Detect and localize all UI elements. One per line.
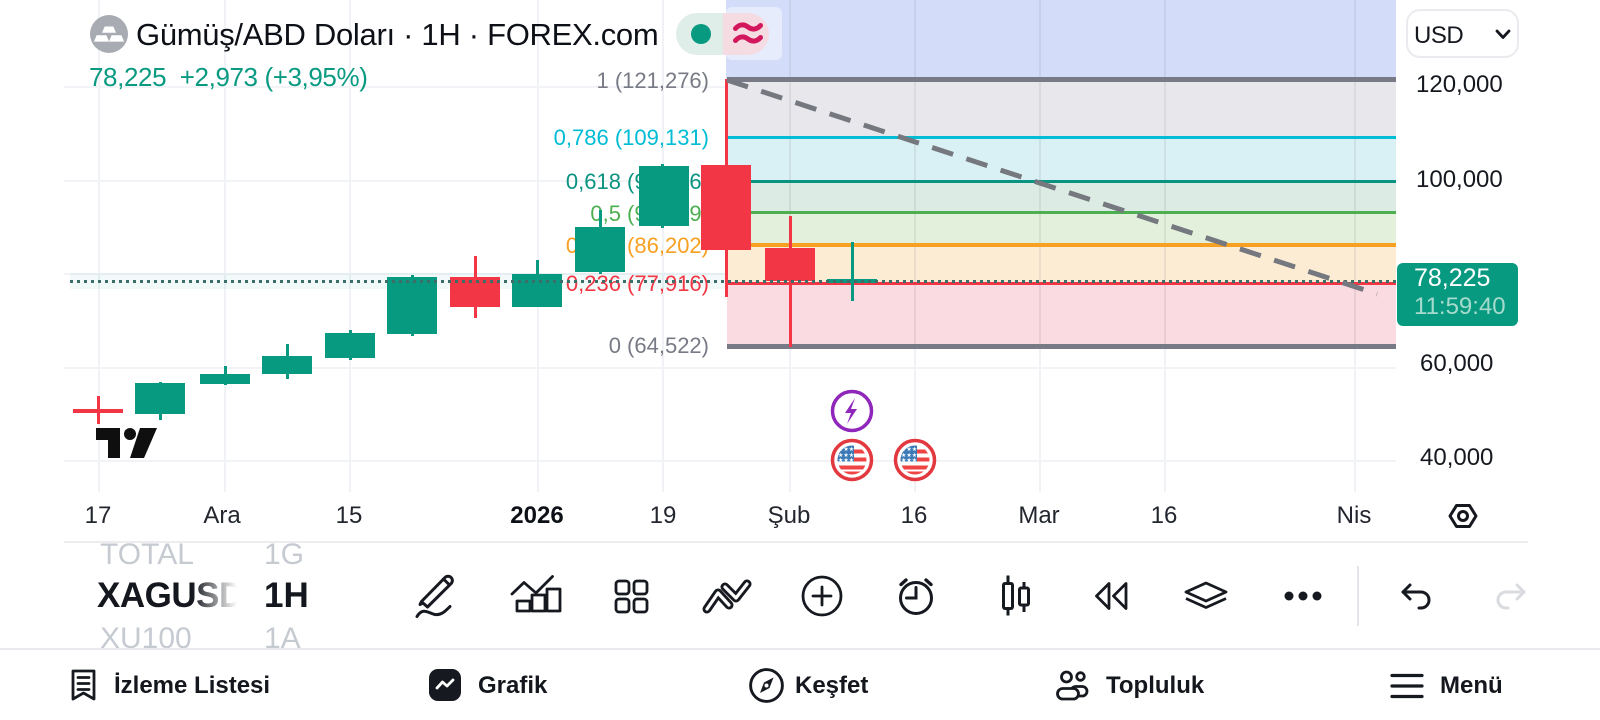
svg-text:★★★: ★★★ — [901, 457, 917, 464]
svg-text:★★★: ★★★ — [901, 446, 917, 453]
svg-text:★★★: ★★★ — [838, 452, 854, 459]
svg-text:★★★: ★★★ — [838, 457, 854, 464]
svg-text:★★★: ★★★ — [901, 452, 917, 459]
svg-text:★★★: ★★★ — [838, 446, 854, 453]
